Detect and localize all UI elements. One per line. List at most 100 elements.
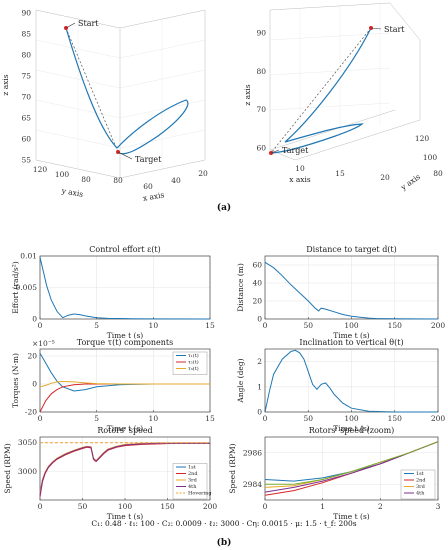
chart-title: Rotors' speed (zoom) [309,426,395,435]
box-edge [389,2,421,41]
x-tick-label: 150 [160,502,175,511]
legend-label: τ₁(t) [188,352,199,359]
box-edge [119,159,206,179]
series-line [39,257,211,320]
trajectory-curve [270,27,372,154]
x-tick-label: 100 [118,502,133,511]
straight-path-line [270,27,372,154]
x-tick-label: 200 [431,414,446,423]
x-axis-label: x axis [142,190,165,203]
grid-line [269,67,391,76]
legend-label: Hovering [188,491,212,497]
z-tick-label: 70 [256,105,266,114]
chart-inclination: 0 50 100 150 200 0 1 2 Inclination to vertical θ… [236,338,445,433]
x-tick-label: 0 [38,502,43,511]
x-tick-label: 0 [263,321,268,330]
y-tick-label: 0 [32,315,37,324]
z-tick-label: 85 [21,30,31,39]
y-axis-label: Distance (m) [236,263,245,312]
legend-label: 2nd [188,471,198,477]
y-tick-label: 0.01 [20,252,37,261]
x-tick-label: 200 [431,321,446,330]
z-tick-label: 70 [21,93,31,102]
x-tick-label: 0 [263,414,268,423]
trajectory-3d-left: 55 60 65 70 75 80 85 90 80 100 120 20 40 60 80 z axis y … [1,9,208,203]
subfigure-b-label: (b) [217,537,232,548]
y-tick-label: 20 [27,352,37,361]
chart-distance-to-target: 0 50 100 150 200 0 20 40 60 Distance to target d(… [236,245,445,340]
x-tick-label: 200 [203,502,218,511]
x-axis-label: x axis [289,175,311,184]
y-tick-label: 3000 [18,467,37,476]
legend-label: 1st [188,465,196,471]
legend-box [400,469,436,500]
box-edge [119,9,206,29]
y-tick-label: 100 [423,153,438,162]
x-tick-label: 1 [320,502,325,511]
y-axis-label: Speed (RPM) [228,443,237,493]
y-tick-label: 100 [55,170,70,179]
chart-title: Distance to target d(t) [306,245,397,254]
series-line [265,441,439,485]
x-tick-label: 40 [171,176,181,185]
target-label: Target [135,155,162,164]
series-line [39,380,210,388]
x-tick-label: 10 [295,164,305,173]
plot-frame [264,436,439,501]
target-pointer [270,149,280,154]
legend-label: 2nd [416,478,426,484]
y-tick-label: 20 [252,297,262,306]
start-pointer [370,27,382,30]
y-tick-label: 2986 [243,448,262,457]
y-tick-label: 120 [33,165,48,174]
x-tick-label: 150 [388,321,403,330]
y-tick-label: 120 [415,134,430,143]
target-label: Target [282,146,309,155]
x-axis-label: Time t (s) [333,512,370,521]
z-tick-label: 60 [256,144,266,153]
y-axis-label: Angle (deg) [236,358,245,403]
x-tick-label: 80 [113,176,123,185]
x-axis-label: Time t (s) [107,331,144,340]
x-tick-label: 20 [198,169,208,178]
x-tick-label: 100 [344,321,359,330]
y-axis-label: Effort (rad/s²) [11,261,20,313]
box-edge [269,2,391,11]
x-tick-label: 3 [436,502,441,511]
x-tick-label: 10 [149,414,159,423]
straight-path-line [65,27,119,153]
x-tick-label: 50 [303,321,313,330]
x-tick-label: 150 [388,414,403,423]
legend-label: τ₃(t) [188,365,199,372]
plot-frame [39,348,211,413]
x-axis-label: Time t (s) [107,512,144,521]
x-tick-label: 100 [344,414,359,423]
y-tick-label: 80 [81,175,91,184]
start-label: Start [384,25,405,34]
z-tick-label: 75 [21,72,31,81]
z-tick-label: 90 [256,29,266,38]
x-tick-label: 10 [149,321,159,330]
chart-title: Inclination to vertical θ(t) [299,338,403,347]
axis-exponent: ×10⁻⁵ [32,339,55,348]
series-line [264,261,439,320]
grid-line [269,102,391,111]
y-tick-label: 2984 [243,480,262,489]
start-pointer [65,22,76,29]
z-tick-label: 55 [21,156,31,165]
y-tick-label: 0 [257,315,262,324]
x-tick-label: 2 [378,502,383,511]
grid-line [119,129,206,149]
grid-line [119,99,206,119]
chart-control-effort: 0 5 10 15 0 0.005 0.01 Control effort ε(t) Time … [11,245,215,340]
x-tick-label: 5 [94,414,99,423]
grid-line [119,69,206,89]
z-tick-label: 90 [21,9,31,18]
x-tick-label: 50 [303,414,313,423]
z-axis-label: z axis [243,84,252,105]
start-label: Start [78,19,99,28]
grid-line [119,39,206,59]
legend-label: 4th [188,484,197,490]
